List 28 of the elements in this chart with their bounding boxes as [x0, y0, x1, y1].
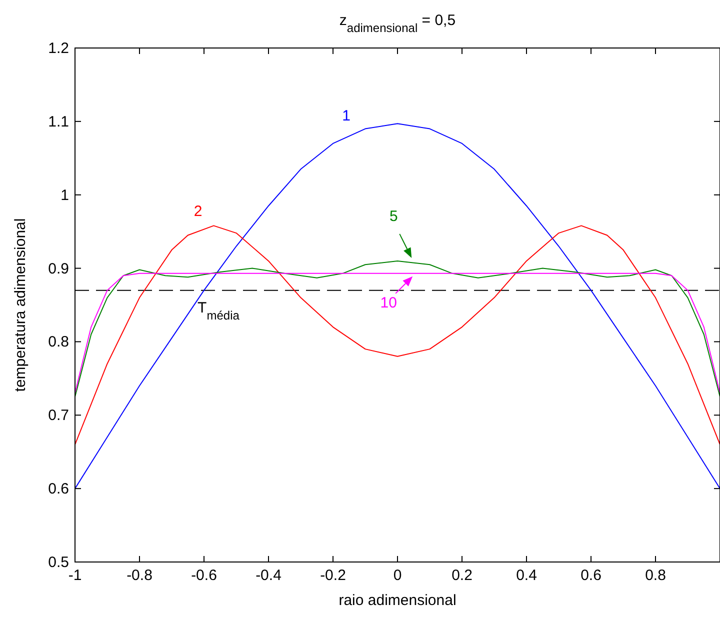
y-tick-label: 0.7 [48, 407, 69, 424]
y-tick-label: 0.9 [48, 260, 69, 278]
ref-line-label: T$_{média}$ [198, 299, 240, 322]
x-tick-label: -0.6 [191, 567, 217, 584]
x-axis-title: raio adimensional [338, 592, 456, 609]
x-tick-label: 0.6 [580, 567, 602, 584]
x-tick-label: -1 [68, 567, 82, 584]
y-tick-label: 0.6 [48, 480, 69, 498]
x-tick-label: 0.2 [452, 567, 472, 584]
line-series [74, 123, 720, 490]
annotation: 5 [389, 208, 398, 225]
annotation: 2 [194, 202, 202, 220]
annotation: 1 [342, 107, 351, 124]
x-tick-label: -0.4 [256, 567, 282, 584]
line-series [74, 225, 720, 446]
x-tick-label: 0 [393, 567, 402, 584]
x-tick-label: 0.4 [516, 567, 537, 584]
y-tick-label: 1.2 [48, 40, 69, 57]
y-tick-label: 0.5 [48, 554, 69, 571]
annotation: 10 [380, 294, 397, 312]
x-tick-label: 0.8 [645, 567, 666, 584]
y-tick-label: 0.8 [48, 334, 69, 351]
x-tick-label: -0.8 [126, 567, 152, 584]
chart-title: z$_{adimensional}$ = 0,5 [339, 12, 456, 35]
y-tick-label: 1.1 [48, 113, 69, 130]
x-tick-label: -0.2 [320, 567, 346, 584]
y-tick-label: 1 [60, 186, 69, 204]
y-axis-title: temperatura adimensional [12, 218, 29, 392]
